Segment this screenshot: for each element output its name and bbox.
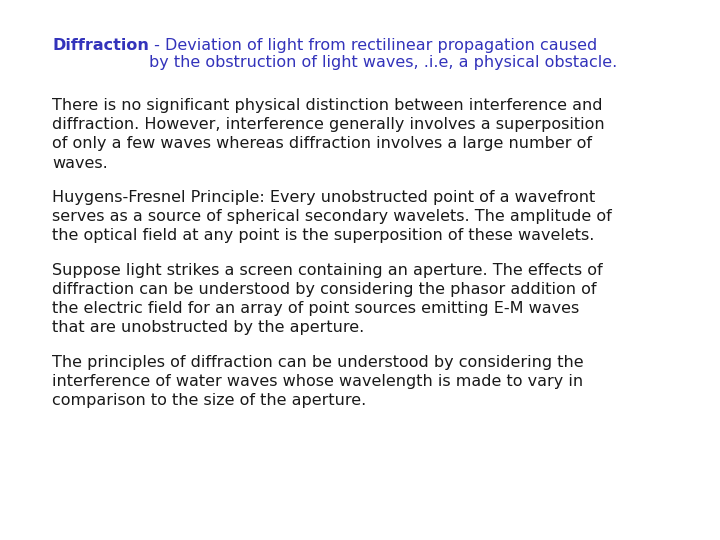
Text: Diffraction: Diffraction (52, 38, 149, 53)
Text: The principles of diffraction can be understood by considering the
interference : The principles of diffraction can be und… (52, 354, 584, 408)
Text: Huygens-Fresnel Principle: Every unobstructed point of a wavefront
serves as a s: Huygens-Fresnel Principle: Every unobstr… (52, 190, 612, 244)
Text: - Deviation of light from rectilinear propagation caused
by the obstruction of l: - Deviation of light from rectilinear pr… (149, 38, 617, 70)
Text: Suppose light strikes a screen containing an aperture. The effects of
diffractio: Suppose light strikes a screen containin… (52, 262, 603, 335)
Text: There is no significant physical distinction between interference and
diffractio: There is no significant physical distinc… (52, 98, 605, 171)
